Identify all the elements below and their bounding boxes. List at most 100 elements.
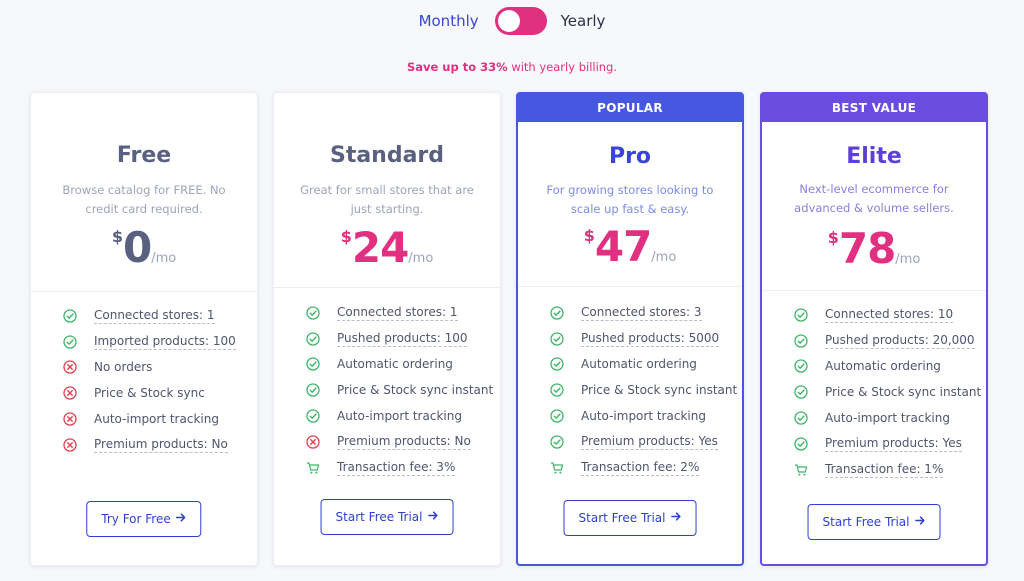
feature-label[interactable]: Premium products: Yes [581, 433, 718, 450]
feature-label[interactable]: Connected stores: 3 [581, 304, 702, 321]
check-icon [550, 332, 564, 346]
feature-item: Pushed products: 5000 [518, 326, 742, 352]
feature-item: Automatic ordering [518, 352, 742, 378]
cross-icon [63, 412, 77, 426]
monthly-label[interactable]: Monthly [418, 12, 479, 30]
card-divider [274, 287, 500, 288]
arrow-right-icon [670, 511, 681, 525]
billing-toggle: Monthly Yearly [0, 6, 1024, 36]
plan-price: $0/mo [31, 223, 257, 272]
check-icon [306, 357, 320, 372]
price-period: /mo [151, 251, 177, 266]
card-divider [31, 291, 257, 292]
plan-banner: POPULAR [518, 94, 742, 122]
plan-description: Great for small stores that are just sta… [300, 183, 474, 216]
plan-card-elite: BEST VALUE Elite Next-level ecommerce fo… [760, 92, 988, 566]
feature-item: Premium products: No [274, 429, 500, 455]
save-note: Save up to 33% with yearly billing. [0, 60, 1024, 74]
cta-label: Start Free Trial [335, 510, 423, 524]
price-amount: 78 [838, 224, 896, 273]
feature-label[interactable]: Premium products: No [337, 433, 471, 450]
feature-item: Price & Stock sync instant [762, 379, 986, 405]
feature-label: Auto-import tracking [94, 412, 219, 427]
billing-switch[interactable] [494, 7, 547, 35]
plan-description: For growing stores looking to scale up f… [546, 183, 714, 216]
plan-price: $47/mo [518, 222, 742, 271]
check-icon [794, 411, 808, 425]
check-icon [794, 437, 808, 451]
arrow-right-icon [914, 515, 925, 529]
check-icon [550, 357, 564, 372]
feature-label: Price & Stock sync [94, 386, 205, 401]
price-period: /mo [408, 251, 434, 266]
feature-label[interactable]: Premium products: No [94, 436, 228, 453]
feature-item: Automatic ordering [274, 352, 500, 378]
feature-item: No orders [31, 355, 257, 381]
start-free-trial-button[interactable]: Start Free Trial [807, 504, 941, 540]
feature-label: Automatic ordering [581, 357, 697, 372]
check-icon [306, 383, 320, 397]
cart-icon [306, 461, 320, 475]
feature-label[interactable]: Premium products: Yes [825, 435, 962, 452]
cta-label: Start Free Trial [578, 511, 666, 525]
price-amount: 0 [122, 223, 152, 272]
price-currency: $ [827, 228, 839, 247]
feature-item: Pushed products: 100 [274, 326, 500, 352]
cross-icon [63, 386, 77, 400]
feature-label[interactable]: Pushed products: 100 [337, 330, 468, 347]
save-note-highlight: Save up to 33% [406, 60, 508, 74]
yearly-label[interactable]: Yearly [560, 12, 606, 30]
feature-item: Transaction fee: 3% [274, 455, 500, 481]
cta-label: Start Free Trial [822, 515, 910, 529]
save-note-text: with yearly billing. [507, 60, 618, 74]
check-icon [306, 332, 320, 346]
plan-card-free: Free Browse catalog for FREE. No credit … [30, 92, 258, 566]
feature-item: Connected stores: 1 [31, 303, 257, 329]
feature-label[interactable]: Connected stores: 1 [94, 307, 215, 324]
check-icon [794, 359, 808, 374]
arrow-right-icon [176, 512, 187, 526]
check-icon [550, 383, 564, 397]
feature-label: Price & Stock sync instant [581, 383, 738, 398]
feature-label[interactable]: Connected stores: 10 [825, 306, 954, 323]
card-divider [518, 286, 742, 287]
feature-item: Price & Stock sync instant [518, 377, 742, 403]
start-free-trial-button[interactable]: Start Free Trial [563, 500, 697, 536]
feature-label[interactable]: Transaction fee: 2% [581, 459, 700, 476]
feature-label: Price & Stock sync instant [825, 385, 982, 400]
price-currency: $ [583, 226, 595, 245]
cart-icon [550, 461, 564, 475]
cross-icon [63, 438, 77, 452]
feature-item: Auto-import tracking [31, 406, 257, 432]
feature-label[interactable]: Pushed products: 5000 [581, 330, 720, 347]
feature-label: Auto-import tracking [337, 409, 462, 424]
feature-item: Connected stores: 3 [518, 300, 742, 326]
feature-list: Connected stores: 10 Pushed products: 20,… [762, 302, 986, 483]
feature-label[interactable]: Transaction fee: 3% [337, 459, 456, 476]
plan-price: $24/mo [274, 223, 500, 272]
feature-label: Auto-import tracking [581, 409, 706, 424]
feature-label[interactable]: Transaction fee: 1% [825, 461, 944, 478]
feature-label: Automatic ordering [337, 357, 453, 372]
plan-description: Browse catalog for FREE. No credit card … [62, 183, 226, 216]
try-for-free-button[interactable]: Try For Free [86, 501, 202, 537]
feature-item: Transaction fee: 2% [518, 455, 742, 481]
feature-item: Connected stores: 1 [274, 300, 500, 326]
switch-knob [497, 10, 520, 32]
feature-item: Premium products: Yes [518, 429, 742, 455]
feature-item: Automatic ordering [762, 354, 986, 380]
check-icon [306, 306, 320, 320]
feature-item: Price & Stock sync instant [274, 377, 500, 403]
price-currency: $ [340, 227, 352, 246]
feature-label[interactable]: Imported products: 100 [94, 333, 236, 350]
feature-label[interactable]: Connected stores: 1 [337, 304, 458, 321]
feature-label[interactable]: Pushed products: 20,000 [825, 332, 975, 349]
feature-item: Pushed products: 20,000 [762, 328, 986, 354]
plan-name: Standard [329, 143, 445, 168]
start-free-trial-button[interactable]: Start Free Trial [320, 499, 454, 535]
feature-item: Transaction fee: 1% [762, 457, 986, 483]
feature-item: Auto-import tracking [274, 403, 500, 429]
feature-item: Connected stores: 10 [762, 302, 986, 328]
feature-label: No orders [94, 360, 153, 375]
cta-label: Try For Free [101, 512, 171, 526]
